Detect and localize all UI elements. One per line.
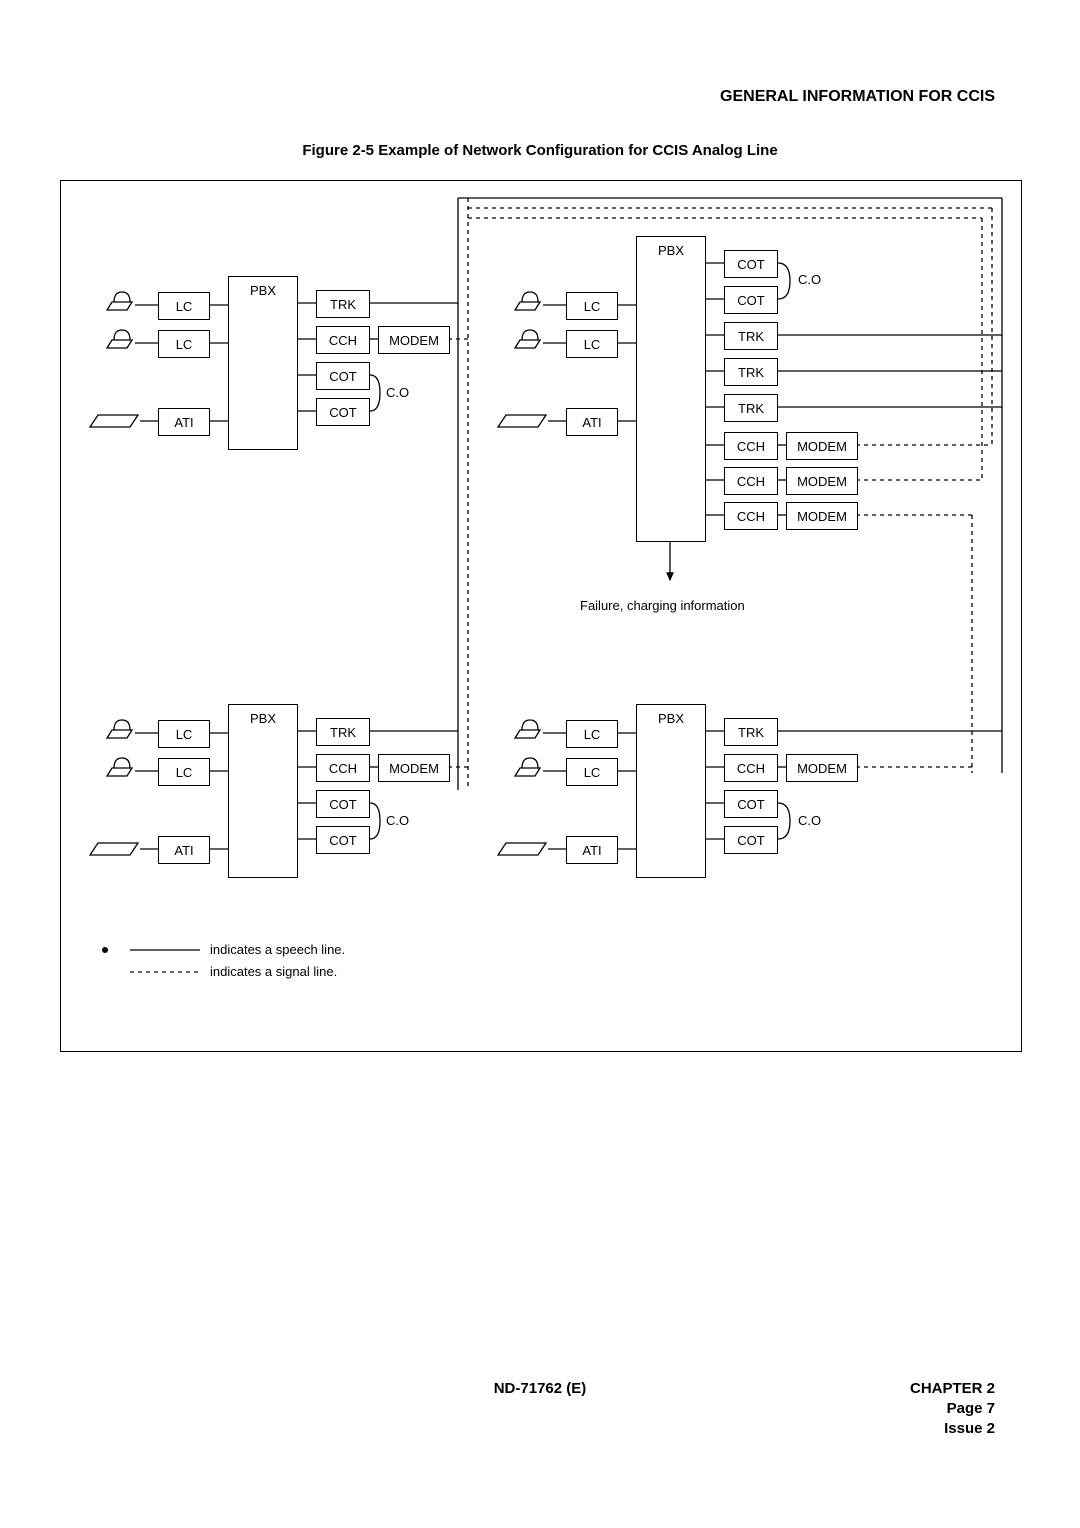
trk-box: TRK: [724, 322, 778, 350]
ati-box: ATI: [566, 836, 618, 864]
ati-box: ATI: [158, 836, 210, 864]
cot-box: COT: [316, 826, 370, 854]
co-label: C.O: [798, 272, 821, 287]
pbx-label: PBX: [229, 283, 297, 298]
lc-box: LC: [158, 330, 210, 358]
pbx-box: PBX: [228, 704, 298, 878]
lc-box: LC: [566, 330, 618, 358]
cot-box: COT: [316, 398, 370, 426]
cot-box: COT: [316, 790, 370, 818]
legend-signal: indicates a signal line.: [210, 964, 337, 979]
ati-box: ATI: [566, 408, 618, 436]
pbx-label: PBX: [229, 711, 297, 726]
modem-box: MODEM: [378, 326, 450, 354]
cch-box: CCH: [316, 754, 370, 782]
lc-box: LC: [566, 292, 618, 320]
lc-box: LC: [158, 720, 210, 748]
cot-box: COT: [724, 286, 778, 314]
pbx-label: PBX: [637, 711, 705, 726]
lc-box: LC: [566, 720, 618, 748]
lc-box: LC: [566, 758, 618, 786]
cot-box: COT: [316, 362, 370, 390]
co-label: C.O: [386, 385, 409, 400]
trk-box: TRK: [316, 290, 370, 318]
trk-box: TRK: [316, 718, 370, 746]
cot-box: COT: [724, 826, 778, 854]
pbx-box: PBX: [228, 276, 298, 450]
footer-issue: Issue 2: [944, 1420, 995, 1437]
footer-chapter: CHAPTER 2: [910, 1380, 995, 1397]
pbx-label: PBX: [637, 243, 705, 258]
lc-box: LC: [158, 292, 210, 320]
lc-box: LC: [158, 758, 210, 786]
ati-box: ATI: [158, 408, 210, 436]
trk-box: TRK: [724, 358, 778, 386]
legend-speech: indicates a speech line.: [210, 942, 345, 957]
modem-box: MODEM: [786, 754, 858, 782]
modem-box: MODEM: [786, 467, 858, 495]
trk-box: TRK: [724, 394, 778, 422]
modem-box: MODEM: [786, 502, 858, 530]
cot-box: COT: [724, 790, 778, 818]
pbx-box: PBX: [636, 704, 706, 878]
co-label: C.O: [798, 813, 821, 828]
cch-box: CCH: [724, 467, 778, 495]
cch-box: CCH: [724, 432, 778, 460]
cch-box: CCH: [724, 754, 778, 782]
modem-box: MODEM: [786, 432, 858, 460]
cch-box: CCH: [724, 502, 778, 530]
cch-box: CCH: [316, 326, 370, 354]
cot-box: COT: [724, 250, 778, 278]
footer-page: Page 7: [947, 1400, 995, 1417]
trk-box: TRK: [724, 718, 778, 746]
failure-label: Failure, charging information: [580, 598, 745, 613]
modem-box: MODEM: [378, 754, 450, 782]
co-label: C.O: [386, 813, 409, 828]
pbx-box: PBX: [636, 236, 706, 542]
